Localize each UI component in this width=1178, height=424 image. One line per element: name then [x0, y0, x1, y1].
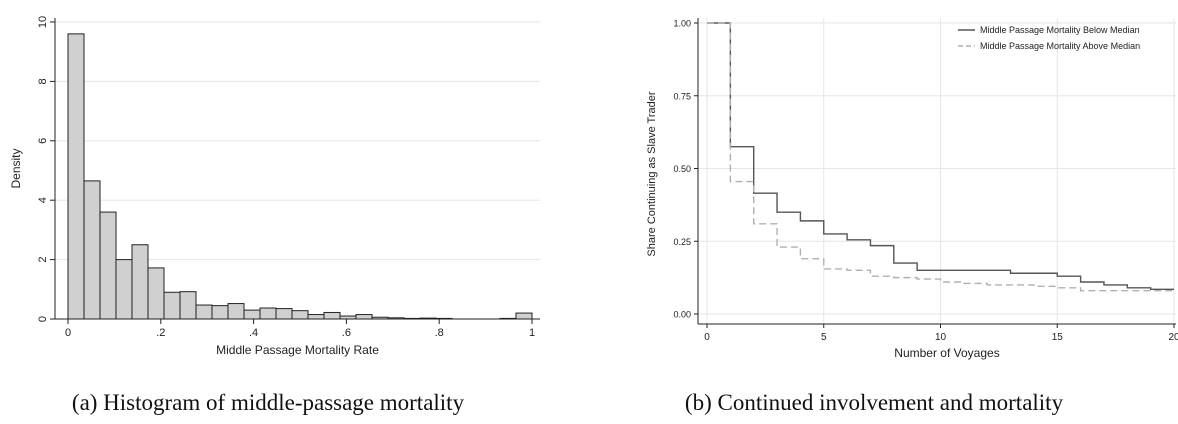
survival-y-tick-label: 1.00: [673, 19, 691, 29]
histogram-bar: [323, 311, 341, 320]
histogram-x-tick-label: .4: [249, 327, 258, 339]
survival-x-tick-label: 15: [1052, 332, 1064, 343]
histogram-bar: [163, 291, 181, 320]
survival-y-axis-title: Share Continuing as Slave Trader: [646, 91, 658, 256]
histogram-x-ticks: 0 .2 .4 .6 .8 1: [65, 319, 535, 339]
histogram-bar: [515, 312, 533, 320]
histogram-bar: [115, 259, 133, 320]
histogram-gridlines: [55, 21, 540, 261]
histogram-y-tick-label: 0: [37, 316, 49, 322]
survival-legend: Middle Passage Mortality Below Median Mi…: [958, 25, 1140, 51]
histogram-bar: [291, 310, 309, 320]
histogram-x-tick-label: .8: [435, 327, 444, 339]
survival-x-tick-label: 10: [935, 332, 947, 343]
histogram-x-tick-label: .6: [342, 327, 351, 339]
survival-y-tick-label: 0.50: [673, 164, 691, 174]
histogram-bar: [307, 314, 325, 320]
histogram-bar: [355, 314, 373, 320]
histogram-bar: [243, 309, 261, 320]
histogram-bar: [259, 307, 277, 320]
series-below-median-line: [707, 22, 1174, 290]
survival-y-ticks: 0.00 0.25 0.50 0.75 1.00: [673, 19, 698, 320]
survival-series: [707, 22, 1174, 292]
histogram-bar: [211, 305, 229, 320]
survival-x-ticks: 0 5 10 15 20: [704, 324, 1178, 343]
histogram-bar: [179, 291, 197, 320]
legend-below-median-label: Middle Passage Mortality Below Median: [980, 25, 1140, 35]
histogram-y-tick-label: 4: [37, 197, 49, 203]
survival-x-axis-title: Number of Voyages: [894, 346, 999, 360]
histogram-bar: [83, 180, 101, 320]
survival-y-tick-label: 0.75: [673, 91, 691, 101]
survival-y-tick-label: 0.25: [673, 237, 691, 247]
histogram-panel: 0 .2 .4 .6 .8 1 0 2 4 6 8 10 Middle Passage Mortal…: [9, 16, 540, 357]
survival-x-tick-label: 20: [1168, 332, 1178, 343]
histogram-x-axis-title: Middle Passage Mortality Rate: [216, 343, 379, 357]
histogram-y-tick-label: 8: [37, 78, 49, 84]
survival-panel: 0 5 10 15 20 0.00 0.25 0.50 0.75 1.00 Number of …: [646, 18, 1178, 360]
histogram-y-tick-label: 10: [37, 16, 49, 28]
histogram-y-tick-label: 6: [37, 138, 49, 144]
survival-x-tick-label: 5: [821, 332, 827, 343]
histogram-x-tick-label: 0: [65, 327, 71, 339]
histogram-x-tick-label: .2: [156, 327, 165, 339]
histogram-y-ticks: 0 2 4 6 8 10: [37, 16, 55, 322]
histogram-x-tick-label: 1: [529, 327, 535, 339]
histogram-bar: [227, 303, 245, 320]
histogram-bar: [275, 308, 293, 320]
caption-a: (a) Histogram of middle-passage mortalit…: [72, 390, 465, 415]
histogram-y-tick-label: 2: [37, 257, 49, 263]
survival-x-tick-label: 0: [704, 332, 710, 343]
histogram-bar: [67, 33, 85, 320]
histogram-bars: [67, 33, 533, 320]
histogram-bar: [131, 244, 149, 320]
survival-y-tick-label: 0.00: [673, 310, 691, 320]
histogram-bar: [195, 304, 213, 320]
survival-gridlines: [698, 18, 1176, 324]
caption-b: (b) Continued involvement and mortality: [685, 390, 1064, 415]
histogram-bar: [99, 211, 117, 320]
histogram-y-axis-title: Density: [9, 148, 23, 188]
histogram-bar: [147, 267, 165, 320]
series-above-median-line: [707, 22, 1174, 292]
legend-above-median-label: Middle Passage Mortality Above Median: [980, 41, 1140, 51]
